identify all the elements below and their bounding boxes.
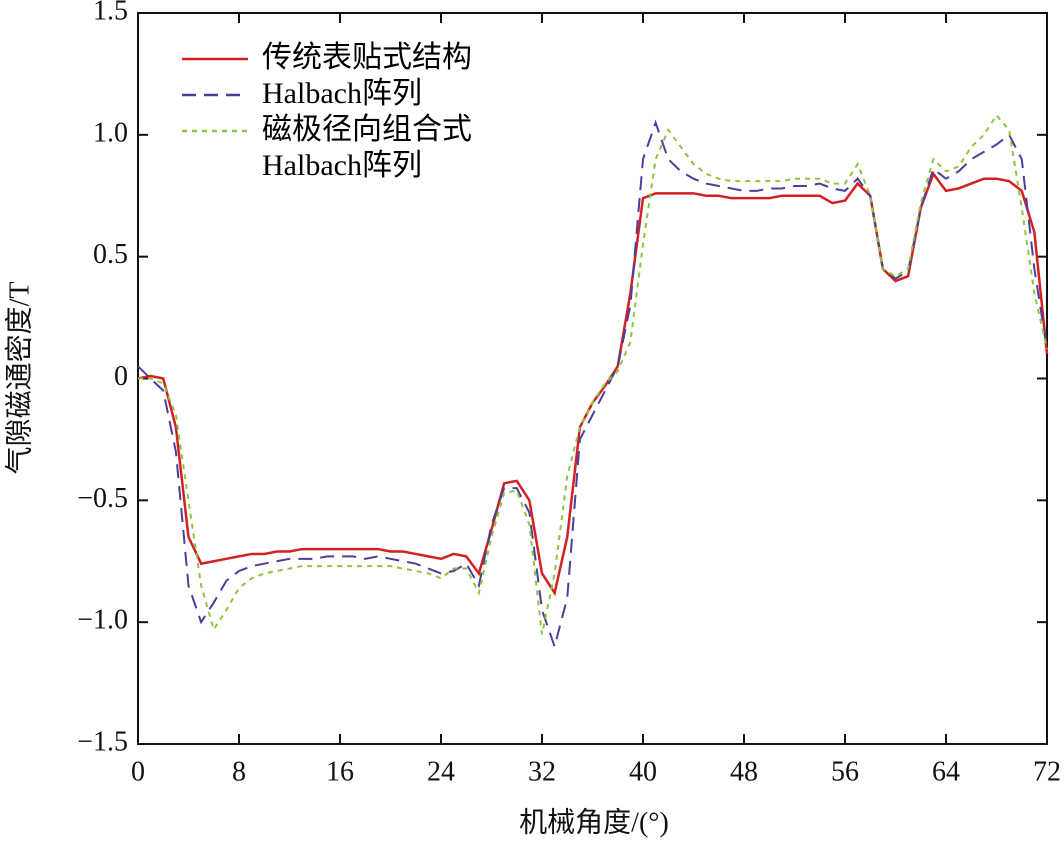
legend-label: 传统表贴式结构 — [262, 41, 472, 74]
y-tick-label: 1.5 — [93, 0, 128, 26]
data-line — [138, 113, 1048, 635]
legend: 传统表贴式结构 Halbach阵列 磁极径向组合式Halbach阵列 — [180, 40, 477, 184]
y-axis-label: 气隙磁通密度/T — [3, 282, 35, 475]
legend-entry: 传统表贴式结构 — [180, 40, 477, 76]
legend-entry: Halbach阵列 — [180, 76, 477, 112]
legend-label: 磁极径向组合式Halbach阵列 — [262, 113, 472, 182]
x-tick-label: 40 — [629, 756, 657, 787]
legend-swatch — [182, 129, 248, 133]
legend-entry: 磁极径向组合式Halbach阵列 — [180, 112, 477, 184]
x-tick-label: 8 — [232, 756, 246, 787]
y-tick-label: 1.0 — [93, 117, 128, 148]
x-tick-label: 56 — [831, 756, 859, 787]
x-tick-label: 48 — [730, 756, 758, 787]
data-line — [137, 171, 1049, 597]
y-tick-label: 0.5 — [93, 239, 128, 270]
y-tick-label: −0.5 — [77, 483, 128, 514]
data-line — [137, 119, 1048, 650]
y-tick-label: −1.5 — [77, 726, 128, 757]
x-tick-label: 16 — [326, 756, 354, 787]
legend-swatch — [182, 57, 248, 61]
x-tick-label: 72 — [1033, 756, 1061, 787]
legend-swatch — [182, 93, 248, 97]
x-axis-label: 机械角度/(°) — [519, 806, 669, 838]
x-tick-label: 64 — [932, 756, 960, 787]
y-tick-label: 0 — [114, 361, 128, 392]
x-tick-label: 32 — [528, 756, 556, 787]
legend-label: Halbach阵列 — [262, 77, 422, 110]
x-tick-label: 0 — [131, 756, 145, 787]
x-tick-label: 24 — [427, 756, 455, 787]
y-tick-label: −1.0 — [77, 605, 128, 636]
